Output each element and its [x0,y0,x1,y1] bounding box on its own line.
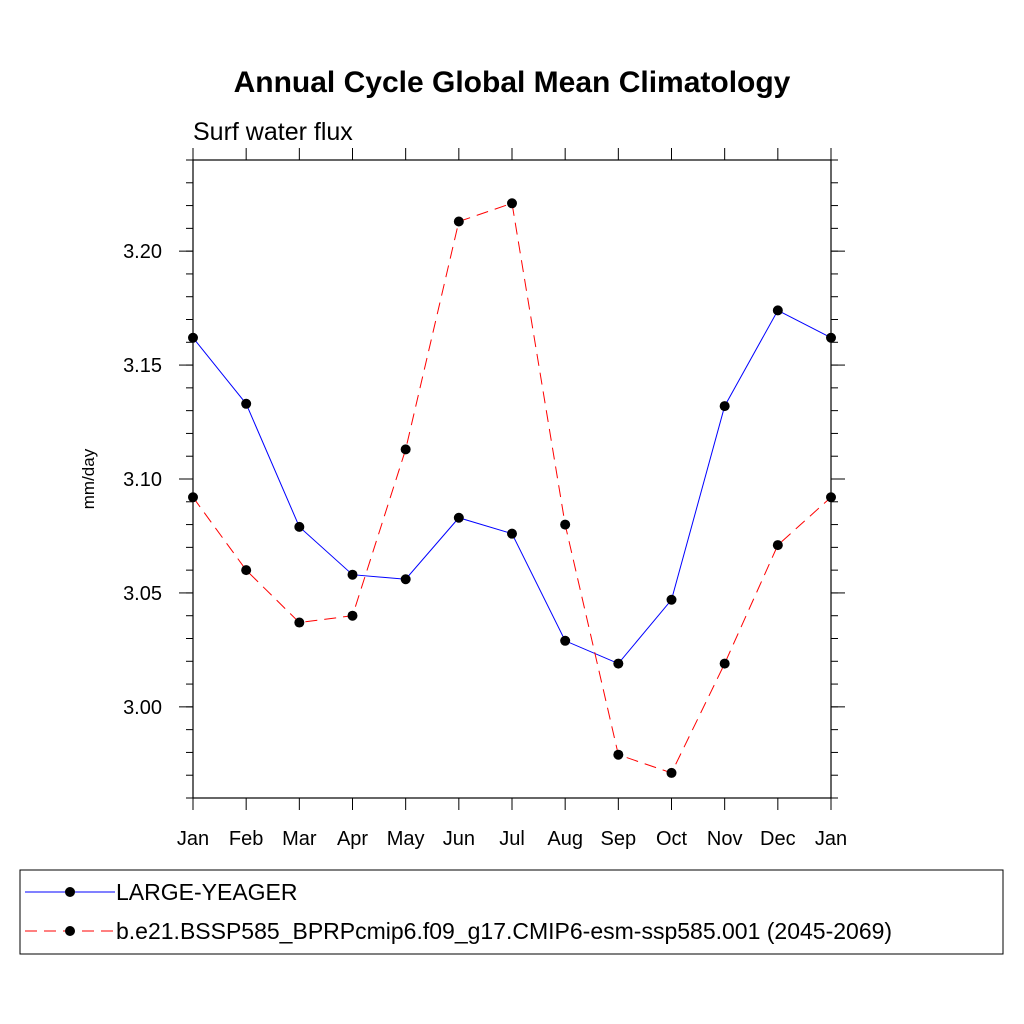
chart-subtitle: Surf water flux [193,118,353,146]
series-line-2 [192,202,832,774]
x-tick-label: Feb [229,828,263,850]
series-2-point [613,749,624,760]
series-1-point [188,332,198,343]
x-tick-label: Apr [337,828,368,850]
x-tick-label: Jan [177,828,209,850]
x-tick-label: Nov [707,828,743,850]
series-1-point [347,569,358,580]
plot-frame [192,159,832,799]
series-1-point [453,512,464,523]
series-1-point [560,635,571,646]
x-tick-label: Mar [282,828,317,850]
series-1-point [400,574,411,585]
series-2-point [507,198,517,209]
legend-marker-series-1 [65,887,75,897]
series-2-point [666,767,677,778]
series-2-point [347,610,358,621]
y-tick-label: 3.00 [123,697,162,719]
axis-ticks: Jan Feb Mar Apr May Jun Jul Aug Sep Oct Nov Dec Jan 3… [123,148,847,850]
x-tick-label: Jul [499,828,525,850]
x-tick-label: Aug [547,828,583,850]
legend: LARGE-YEAGER b.e21.BSSP585_BPRPcmip6.f09… [19,869,1004,955]
y-tick-label: 3.15 [123,355,162,377]
series-1-point [241,398,252,409]
series-1-point [294,521,305,532]
series-1-point [613,658,624,669]
series-1-point [719,401,730,412]
series-2-point [241,565,252,576]
series-2-point [826,492,836,503]
series-line-1 [192,309,832,665]
series-1-point [826,332,836,343]
legend-label-series-1: LARGE-YEAGER [116,879,298,905]
series-2-point [188,492,198,503]
legend-marker-series-2 [65,926,75,936]
x-tick-label: May [387,828,425,850]
y-axis-label: mm/day [79,448,98,509]
series-1-point [507,528,517,539]
chart-title: Annual Cycle Global Mean Climatology [234,66,791,99]
legend-label-series-2: b.e21.BSSP585_BPRPcmip6.f09_g17.CMIP6-es… [116,918,892,944]
series-2-point [400,444,411,455]
series-1-point [772,305,783,316]
series-1-point [666,594,677,605]
series-2-point [294,617,305,628]
series-2-point [719,658,730,669]
x-tick-label: Oct [656,828,688,850]
x-tick-label: Sep [601,828,637,850]
series-2-point [560,519,571,530]
x-tick-label: Jun [443,828,475,850]
y-tick-label: 3.10 [123,469,162,491]
series-2-point [772,540,783,551]
y-tick-label: 3.20 [123,241,162,263]
y-tick-label: 3.05 [123,583,162,605]
x-tick-label: Dec [760,828,796,850]
x-tick-label: Jan [815,828,847,850]
series-layer [188,198,836,778]
legend-box [19,869,1004,955]
series-2-point [453,216,464,227]
